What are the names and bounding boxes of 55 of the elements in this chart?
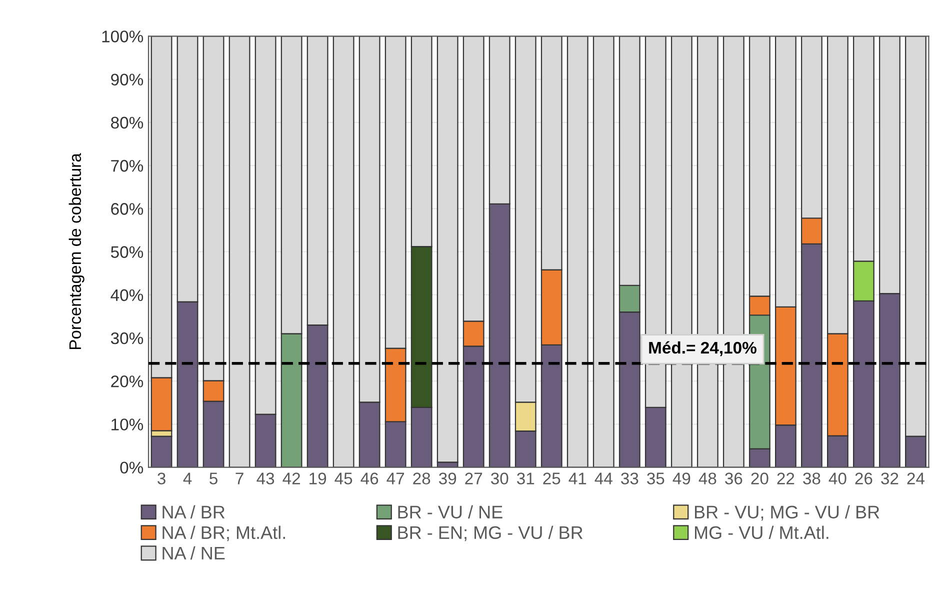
x-tick-label: 39 <box>438 472 456 484</box>
x-tick-label: 48 <box>698 472 716 484</box>
y-axis-title: Porcentagem de cobertura <box>68 153 84 350</box>
legend-label: MG - VU / Mt.Atl. <box>694 526 828 540</box>
y-tick-label: 70% <box>111 160 144 172</box>
x-tick-label: 45 <box>334 472 352 484</box>
x-tick-label: 31 <box>516 472 534 484</box>
bar <box>592 36 614 468</box>
y-tick-label: 100% <box>102 30 144 42</box>
bar <box>228 36 250 468</box>
y-tick-label: 50% <box>110 246 144 258</box>
x-tick-label: 44 <box>594 472 612 484</box>
legend-label: BR - EN; MG - VU / BR <box>398 526 583 542</box>
x-tick-label: 38 <box>803 472 820 484</box>
x-tick-label: 24 <box>907 472 924 484</box>
y-tick-label: 0% <box>120 462 144 474</box>
x-tick-label: 41 <box>568 472 586 484</box>
x-tick-label: 46 <box>360 472 378 484</box>
x-tick-label: 30 <box>490 472 508 484</box>
y-tick-label: 90% <box>111 74 144 86</box>
y-tick-label: 30% <box>110 332 144 344</box>
x-tick-label: 36 <box>725 472 742 484</box>
x-tick-label: 28 <box>413 472 430 484</box>
x-tick-label: 27 <box>465 472 482 484</box>
bar <box>566 36 588 468</box>
y-tick-label: 80% <box>111 116 144 129</box>
x-tick-label: 20 <box>751 472 768 484</box>
ref-line-label: Méd.= 24,10% <box>649 341 756 356</box>
x-tick-label: 26 <box>855 472 872 484</box>
y-tick-label: 10% <box>112 418 144 430</box>
bar <box>436 36 458 463</box>
x-tick-label: 47 <box>386 472 404 484</box>
legend-label: BR - VU; MG - VU / BR <box>694 505 880 521</box>
legend-label: NA / BR; Mt.Atl. <box>162 526 285 542</box>
legend-label: BR - VU / NE <box>398 505 502 518</box>
x-tick-label: 4 <box>183 472 192 484</box>
y-tick-label: 20% <box>111 375 144 388</box>
x-tick-label: 19 <box>310 472 326 484</box>
y-tick-label: 40% <box>110 289 144 302</box>
x-tick-label: 25 <box>543 472 560 484</box>
x-tick-label: 5 <box>210 472 218 484</box>
legend-label: NA / NE <box>162 546 225 560</box>
x-tick-label: 42 <box>282 472 300 484</box>
x-tick-label: 22 <box>777 472 794 484</box>
x-tick-label: 3 <box>158 472 166 484</box>
x-tick-label: 40 <box>828 472 846 484</box>
x-tick-label: 49 <box>672 472 690 484</box>
x-tick-label: 32 <box>881 472 898 484</box>
bar <box>332 36 354 468</box>
x-tick-label: 7 <box>236 472 244 484</box>
y-tick-label: 60% <box>111 203 144 215</box>
x-tick-label: 43 <box>256 472 274 484</box>
x-tick-label: 35 <box>647 472 664 484</box>
legend-label: NA / BR <box>162 505 225 518</box>
x-tick-label: 33 <box>621 472 638 484</box>
